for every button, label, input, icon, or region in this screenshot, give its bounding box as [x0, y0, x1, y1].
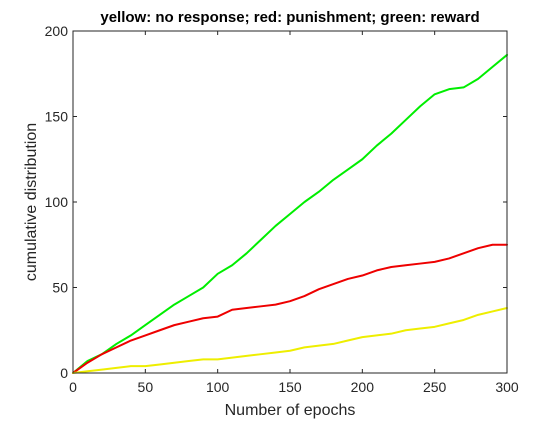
y-tick-label: 200 — [45, 23, 69, 39]
x-tick-label: 0 — [69, 379, 77, 395]
x-tick-label: 100 — [206, 379, 230, 395]
y-axis-label: cumulative distribution — [23, 123, 40, 281]
chart-title: yellow: no response; red: punishment; gr… — [100, 9, 479, 26]
x-tick-label: 200 — [351, 379, 375, 395]
y-tick-label: 50 — [52, 280, 68, 296]
plot-area — [73, 31, 507, 373]
x-axis-label: Number of epochs — [225, 402, 356, 419]
x-tick-label: 250 — [423, 379, 447, 395]
x-tick-label: 50 — [138, 379, 154, 395]
y-tick-label: 150 — [45, 109, 69, 125]
x-tick-label: 150 — [278, 379, 302, 395]
y-tick-label: 100 — [45, 194, 69, 210]
x-tick-label: 300 — [495, 379, 519, 395]
y-tick-label: 0 — [60, 365, 68, 381]
